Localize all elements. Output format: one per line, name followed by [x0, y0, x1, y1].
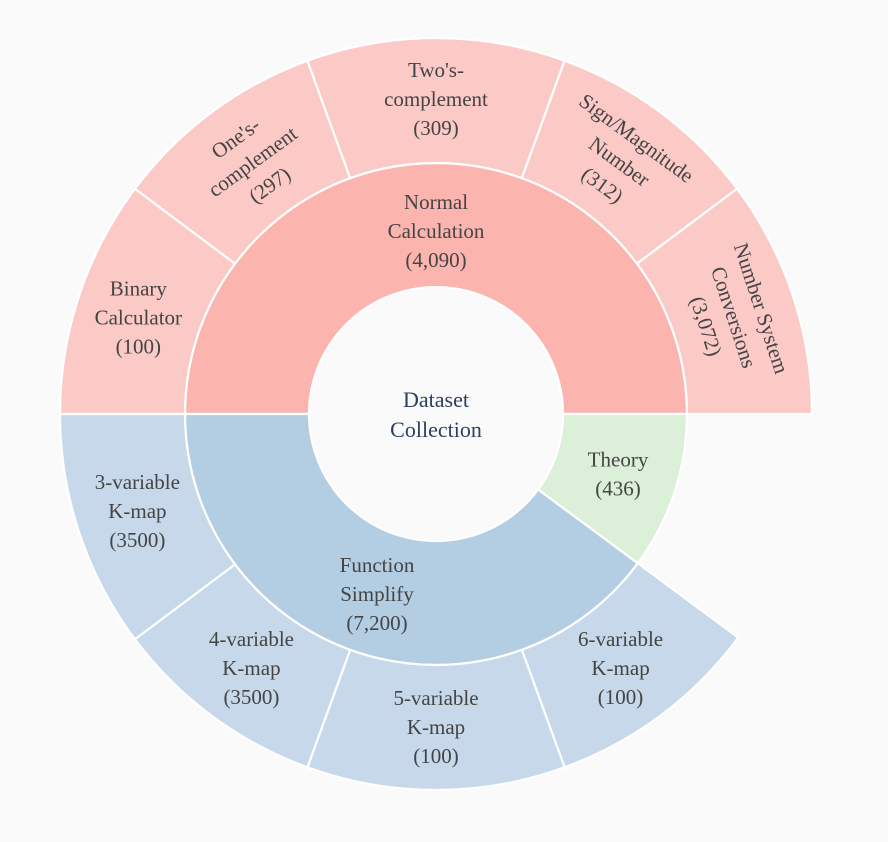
5-variable-kmap-label: 5-variable K-map (100)	[393, 686, 478, 768]
3-variable-kmap-label: 3-variable K-map (3500)	[95, 470, 180, 552]
binary-calculator-label: Binary Calculator (100)	[95, 276, 182, 358]
3-variable-kmap-segment[interactable]	[58, 412, 237, 641]
6-variable-kmap-label: 6-variable K-map (100)	[578, 627, 663, 709]
twos-complement-label: Two's-complement (309)	[384, 58, 488, 140]
normal-calculation-label: Normal Calculation (4,090)	[388, 190, 485, 272]
number-system-conversions-segment[interactable]	[635, 187, 814, 416]
function-simplify-label: Function Simplify (7,200)	[340, 553, 415, 635]
theory-label: Theory (436)	[588, 448, 649, 501]
center-label: Dataset Collection	[390, 387, 482, 442]
4-variable-kmap-label: 4-variable K-map (3500)	[209, 627, 294, 709]
sunburst-segments	[58, 36, 814, 792]
